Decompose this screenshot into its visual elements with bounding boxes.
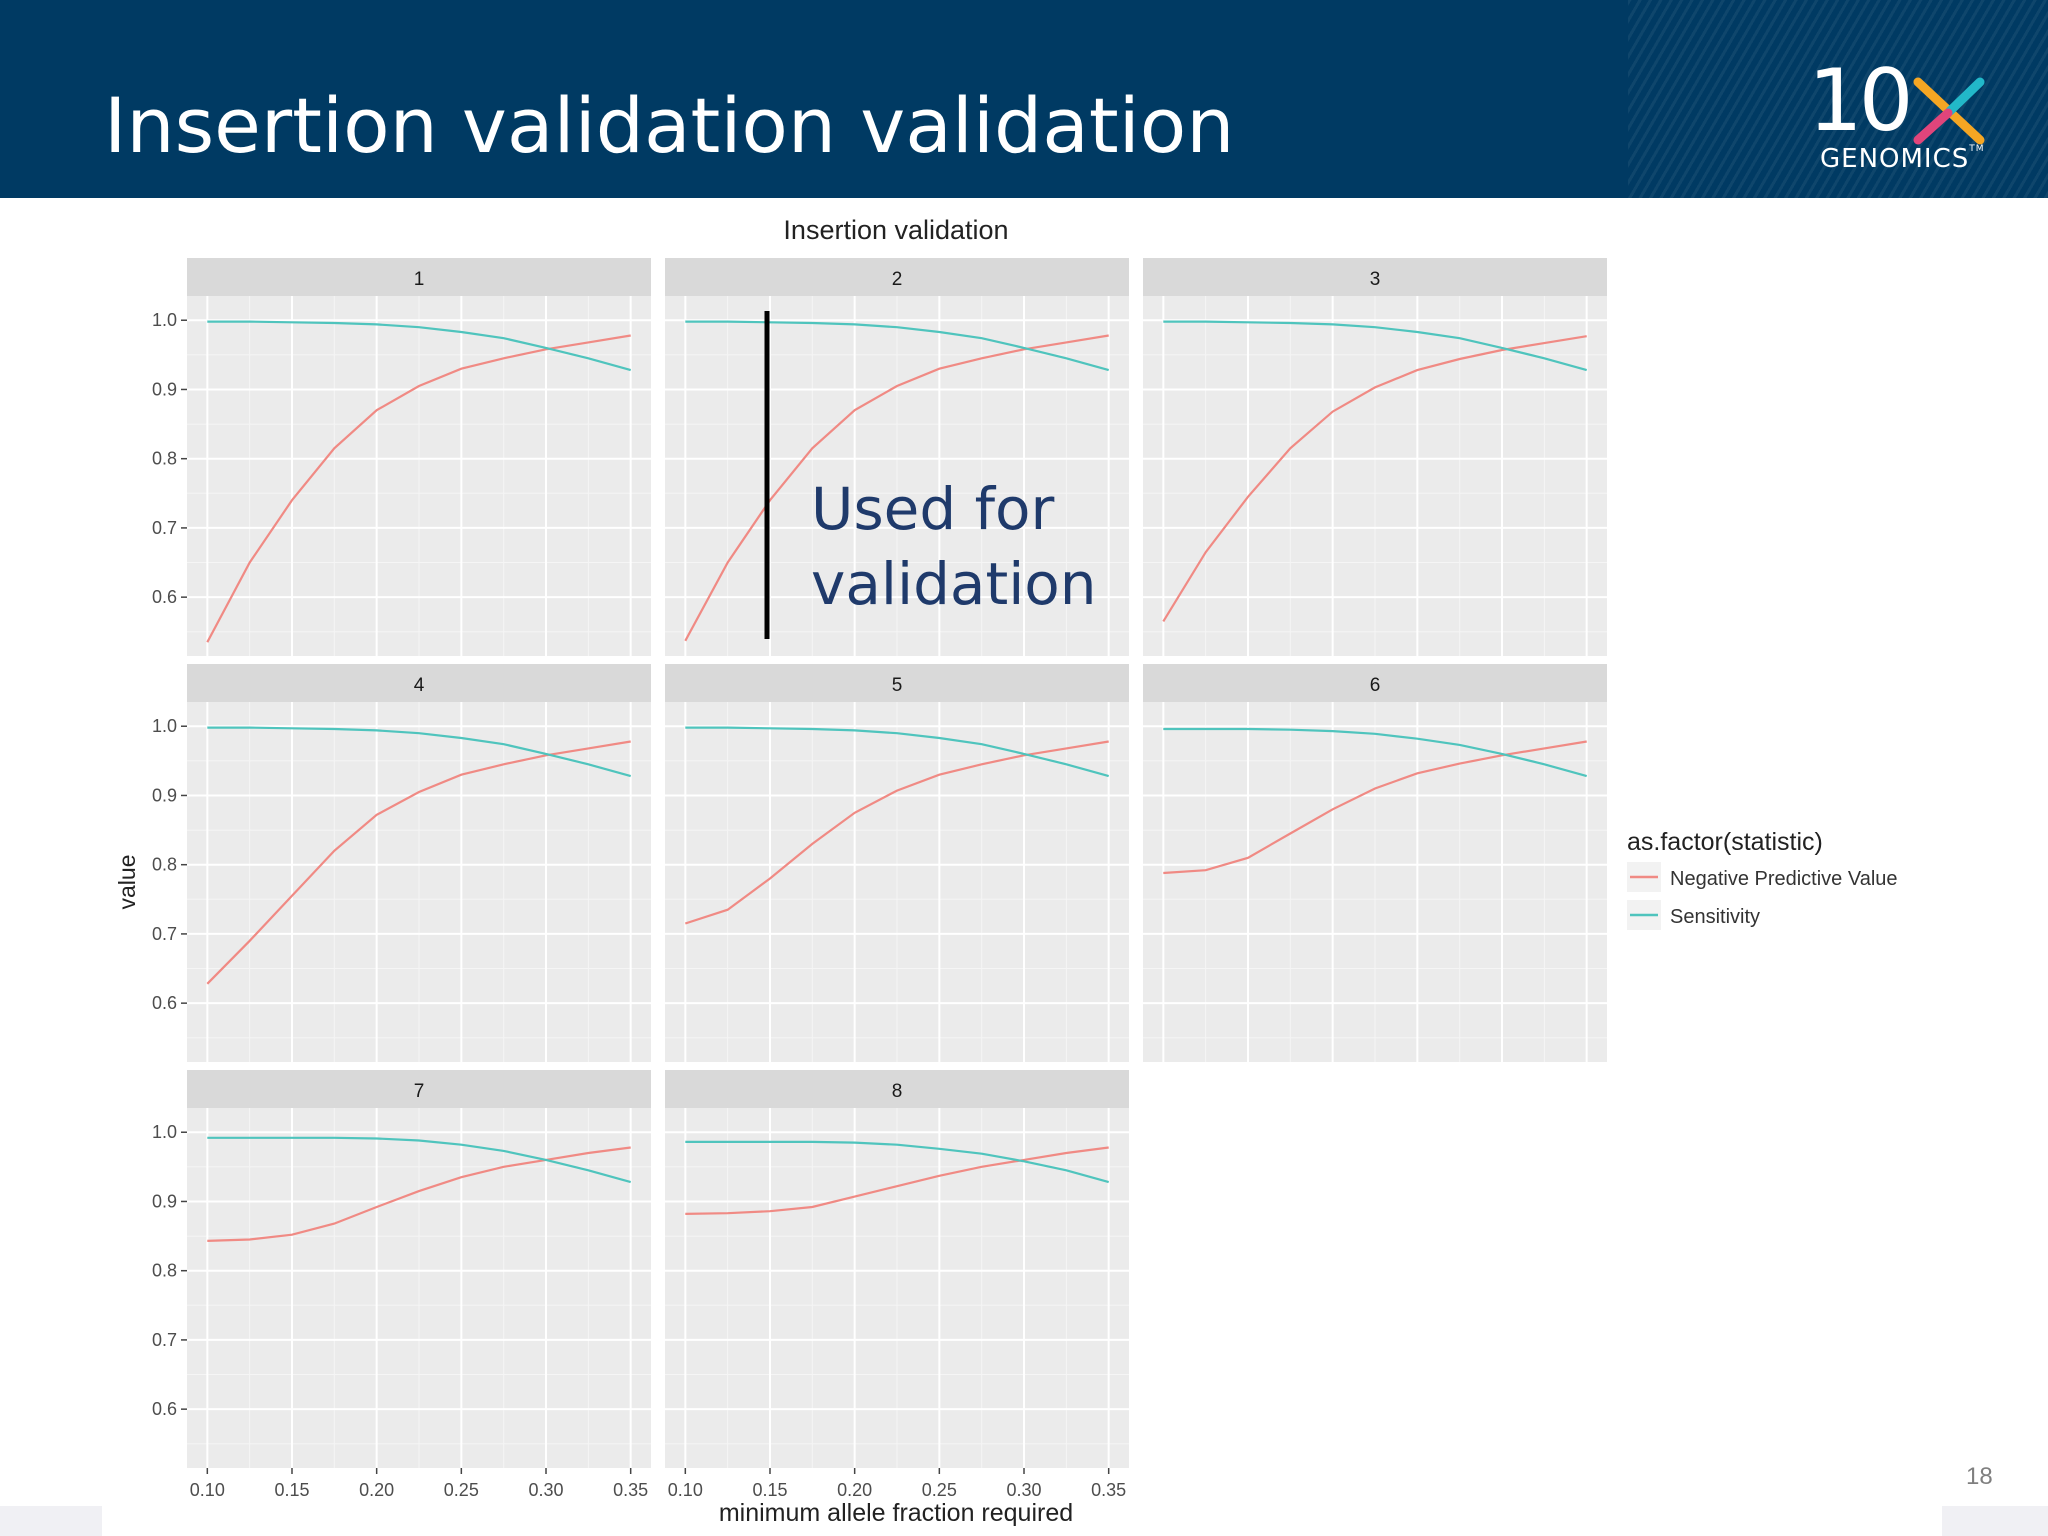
y-tick-label: 0.8 [152, 449, 177, 469]
sensitivity-line-panel-3 [1163, 320, 1587, 372]
sensitivity-line-panel-5 [685, 726, 1109, 778]
faceted-line-chart: Insertion validation 1 0.6 0.7 0.8 0.9 1.0 2 3 4… [114, 215, 1898, 1527]
y-tick-label: 0.7 [152, 1330, 177, 1350]
legend-title: as.factor(statistic) [1627, 828, 1823, 856]
facet-label-6: 6 [1370, 675, 1381, 696]
company-logo: 10 GENOMICSTM [1808, 58, 2008, 178]
x-tick-label: 0.15 [274, 1480, 309, 1500]
sensitivity-line-panel-8 [685, 1140, 1109, 1184]
facet-label-7: 7 [414, 1081, 425, 1102]
annotation-line-1: Used for [811, 475, 1055, 543]
sensitivity-line-panel-6 [1163, 727, 1587, 778]
facet-strip-8 [665, 1070, 1129, 1108]
y-tick-label: 0.8 [152, 1261, 177, 1281]
panel-4: 4 0.6 0.7 0.8 0.9 1.0 [152, 664, 651, 1062]
sensitivity-line-panel-4 [207, 726, 631, 778]
facet-strip-3 [1143, 258, 1607, 296]
sensitivity-line-panel-7 [207, 1136, 631, 1184]
facet-strip-2 [665, 258, 1129, 296]
slide-title: Insertion validation validation [104, 81, 1235, 170]
npv-line-panel-3 [1162, 335, 1587, 622]
y-tick-label: 1.0 [152, 1122, 177, 1142]
annotation-line-2: validation [811, 550, 1097, 618]
chart-legend: as.factor(statistic) Negative Predictive… [1627, 828, 1898, 930]
x-tick-label: 0.30 [1006, 1480, 1041, 1500]
npv-line-panel-6 [1163, 740, 1587, 875]
panel-8: 8 [665, 1070, 1129, 1468]
y-tick-label: 0.7 [152, 518, 177, 538]
legend-label-sensitivity: Sensitivity [1670, 906, 1760, 928]
facet-strip-5 [665, 664, 1129, 702]
slide-header: Insertion validation validation 10 GENOM… [0, 0, 2048, 198]
logo-x-mark [1913, 77, 1985, 145]
x-tick-label: 0.35 [1091, 1480, 1126, 1500]
sensitivity-line-panel-1 [207, 320, 631, 372]
panel-6: 6 [1143, 664, 1607, 1062]
facet-label-5: 5 [892, 675, 903, 696]
x-tick-label: 0.25 [922, 1480, 957, 1500]
panel-3: 3 [1143, 258, 1607, 656]
sensitivity-line-panel-2 [685, 320, 1109, 372]
logo-digits: 10 [1808, 51, 1913, 151]
y-tick-label: 0.6 [152, 993, 177, 1013]
facet-strip-1 [187, 258, 651, 296]
x-axis: 0.10 0.15 0.20 0.25 0.30 0.35 0.10 0.15 0.20 0.25… [190, 1468, 1126, 1500]
header-stripe-pattern [1628, 0, 2048, 198]
facet-label-1: 1 [414, 269, 425, 290]
page-number: 18 [1966, 1463, 1993, 1490]
x-tick-label: 0.10 [668, 1480, 703, 1500]
facet-label-4: 4 [414, 675, 425, 696]
npv-line-panel-2 [684, 334, 1109, 642]
x-tick-label: 0.20 [837, 1480, 872, 1500]
facet-strip-4 [187, 664, 651, 702]
panel-2: 2 [665, 258, 1129, 656]
y-tick-label: 0.8 [152, 855, 177, 875]
y-tick-label: 0.7 [152, 924, 177, 944]
logo-wordmark: GENOMICSTM [1820, 144, 1985, 174]
facet-strip-6 [1143, 664, 1607, 702]
npv-line-panel-5 [684, 740, 1109, 925]
chart-title: Insertion validation [783, 215, 1008, 245]
y-tick-label: 0.6 [152, 587, 177, 607]
npv-line-panel-8 [685, 1146, 1109, 1215]
x-tick-label: 0.15 [752, 1480, 787, 1500]
npv-line-panel-4 [206, 740, 631, 985]
npv-line-panel-7 [207, 1146, 631, 1242]
facet-label-3: 3 [1370, 269, 1381, 290]
panel-5: 5 [665, 664, 1129, 1062]
chart-panels: 1 0.6 0.7 0.8 0.9 1.0 2 3 4 0.6 0.7 0.8 0.9 1.0 5 6 7 0.6… [152, 258, 1607, 1468]
x-tick-label: 0.10 [190, 1480, 225, 1500]
y-tick-label: 0.6 [152, 1399, 177, 1419]
y-axis-title: value [114, 855, 140, 910]
facet-strip-7 [187, 1070, 651, 1108]
corner-decoration-right [1942, 1506, 2048, 1536]
x-axis-title: minimum allele fraction required [719, 1499, 1073, 1527]
x-tick-label: 0.25 [444, 1480, 479, 1500]
validation-annotation: Used for validation [764, 311, 1097, 639]
corner-decoration-left [0, 1506, 102, 1536]
y-tick-label: 0.9 [152, 379, 177, 399]
x-tick-label: 0.35 [613, 1480, 648, 1500]
panel-1: 1 0.6 0.7 0.8 0.9 1.0 [152, 258, 651, 656]
x-tick-label: 0.20 [359, 1480, 394, 1500]
facet-label-8: 8 [892, 1081, 903, 1102]
legend-label-npv: Negative Predictive Value [1670, 868, 1898, 890]
y-tick-label: 1.0 [152, 716, 177, 736]
facet-label-2: 2 [892, 269, 903, 290]
x-tick-label: 0.30 [528, 1480, 563, 1500]
y-tick-label: 0.9 [152, 785, 177, 805]
npv-line-panel-1 [206, 334, 631, 643]
y-tick-label: 0.9 [152, 1191, 177, 1211]
y-tick-label: 1.0 [152, 310, 177, 330]
panel-7: 7 0.6 0.7 0.8 0.9 1.0 [152, 1070, 651, 1468]
